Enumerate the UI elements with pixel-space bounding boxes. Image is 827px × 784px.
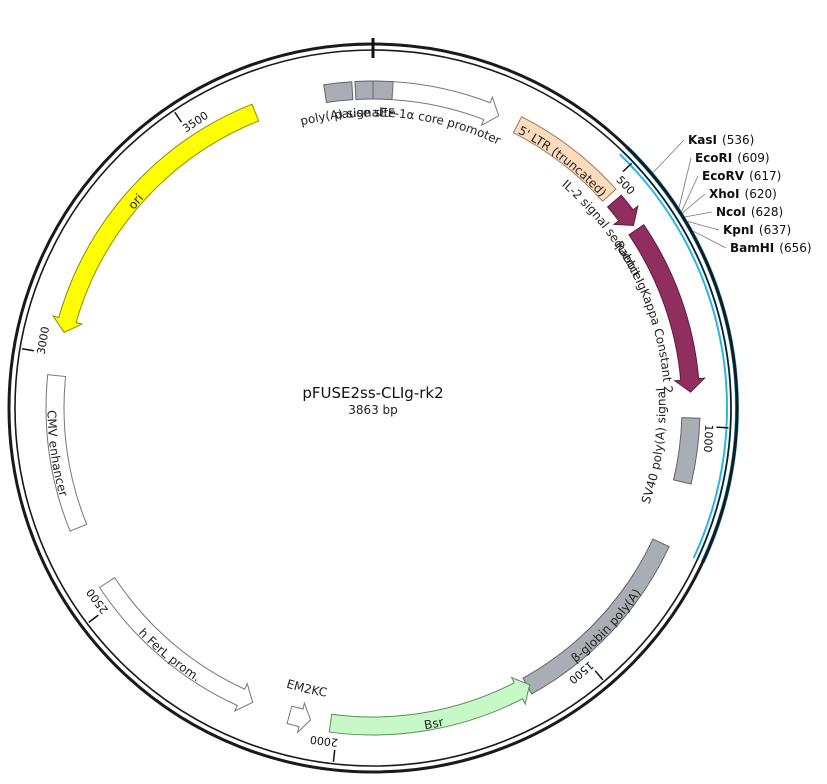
ef1a-core-promoter-feature [391,81,500,127]
tick-label: 3000 [35,326,52,356]
tick-mark [332,749,336,762]
il2-signal-feature [606,194,639,227]
beta-globin-poly-a-label: β-globin poly(A) [568,586,643,665]
restriction-site-line [682,193,706,214]
pause-site-label: pause site [333,105,396,122]
tick-mark [88,614,99,623]
tick-label: 2000 [309,733,338,749]
rabbit-igkappa-feature [628,224,706,393]
pause-site-b-feature [372,80,394,101]
plasmid-length: 3863 bp [348,403,398,417]
tick-label: 500 [613,173,637,197]
restriction-site-label: XhoI (620) [709,187,777,201]
bsr-feature [328,676,531,736]
beta-globin-poly-a-feature [522,538,670,695]
sv40-poly-a-feature [672,417,701,485]
tick-mark [594,670,604,681]
tick-mark [174,111,183,123]
highlight-arc [618,153,728,559]
pause-site-feature [354,80,374,100]
tick-mark [716,426,729,429]
restriction-site-line [685,211,713,218]
cmv-enhancer-feature [45,374,88,532]
feature-arrows [45,80,706,736]
tick-mark [622,162,633,173]
plasmid-backbone [7,38,739,774]
restriction-site-line [652,139,685,173]
h-ferl-prom-label: h FerL prom. [136,626,203,685]
tick-mark [21,348,34,352]
sv40-poly-a-label: SV40 poly(A) signal [639,387,669,505]
tick-label: 1000 [701,424,716,453]
restriction-site-label: KpnI (637) [723,223,791,237]
restriction-site-line [681,175,699,212]
em2kc-label: EM2KC [285,677,328,700]
restriction-sites: KasI (536) EcoRI (609) EcoRV (617) XhoI (620) Nc… [652,133,812,255]
plasmid-center-label: pFUSE2ss-CLIg-rk2 3863 bp [302,384,443,417]
restriction-site-label: BamHI (656) [730,241,812,255]
em2kc-feature [286,701,312,734]
restriction-site-label: EcoRI (609) [695,151,770,165]
poly-a-signal-feature [323,81,354,104]
restriction-site-line [687,221,720,231]
restriction-site-line [693,230,727,249]
restriction-site-label: NcoI (628) [716,205,783,219]
ori-feature [51,103,260,333]
bsr-label: Bsr [423,715,445,732]
restriction-site-label: EcoRV (617) [702,169,781,183]
restriction-site-label: KasI (536) [688,133,754,147]
ltr-truncated-feature [512,116,617,202]
restriction-site-line [678,157,692,208]
h-ferl-prom-feature [98,576,254,713]
plasmid-name: pFUSE2ss-CLIg-rk2 [302,384,443,402]
